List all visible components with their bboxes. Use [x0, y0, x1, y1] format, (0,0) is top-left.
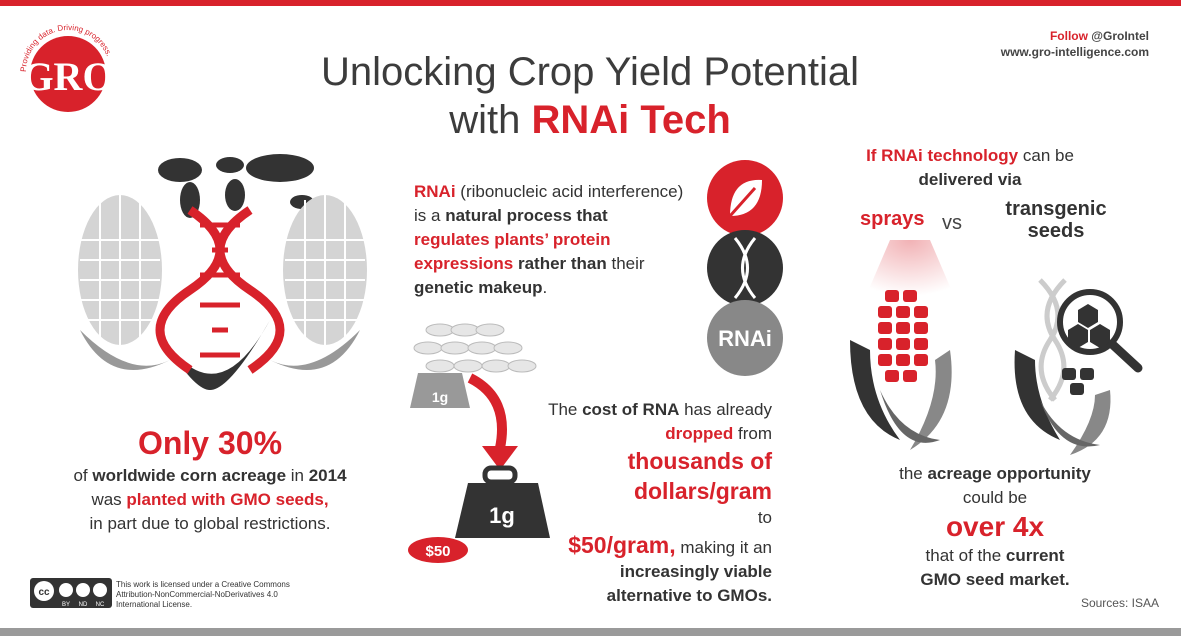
dna-faded-icon: [1038, 278, 1067, 402]
world-map-icon: [158, 154, 314, 218]
follow-handle[interactable]: @GroIntel: [1091, 29, 1149, 43]
follow-block: Follow @GroIntel www.gro-intelligence.co…: [1001, 28, 1149, 60]
title-highlight: RNAi Tech: [531, 98, 731, 142]
svg-text:NC: NC: [96, 602, 105, 608]
svg-text:1g: 1g: [432, 389, 448, 405]
bottom-bar: [0, 628, 1181, 636]
rnai-icon-stack: RNAi: [707, 160, 783, 376]
coin-stack-icon: [413, 323, 537, 373]
svg-text:$50: $50: [425, 543, 450, 560]
rnai-definition: RNAi (ribonucleic acid interference) is …: [414, 182, 684, 297]
acreage-opportunity-text: the acreage opportunity could be over 4x…: [899, 464, 1091, 589]
corn-left-icon: [78, 195, 162, 345]
license-text: This work is licensed under a Creative C…: [116, 580, 290, 609]
delivery-text: If RNAi technology can be delivered via: [866, 146, 1074, 189]
corn-stat-text: of worldwide corn acreage in 2014 was pl…: [73, 466, 347, 533]
sources-note: Sources: ISAA: [1080, 596, 1159, 610]
transgenic-label: transgenic seeds: [1005, 198, 1107, 242]
title-line1: Unlocking Crop Yield Potential: [320, 50, 860, 94]
vs-label: vs: [942, 212, 962, 234]
big-weight-icon: 1g: [455, 465, 550, 538]
price-tag-icon: $50: [408, 537, 468, 563]
spray-vs-seed-illustration: [850, 240, 1143, 455]
title-line2: with: [449, 98, 532, 142]
svg-text:BY: BY: [62, 602, 70, 608]
magnifier-icon: [1057, 289, 1143, 373]
page-title: Unlocking Crop Yield Potential with RNAi…: [230, 48, 950, 144]
spray-corn-icon: [878, 290, 928, 382]
top-accent-bar: [0, 0, 1181, 6]
small-weight-icon: 1g: [410, 373, 470, 408]
sprays-label: sprays: [860, 208, 925, 230]
spray-mist-icon: [860, 240, 960, 310]
arrow-down-icon: [482, 446, 518, 470]
svg-text:cc: cc: [38, 587, 50, 598]
rna-cost-text: The cost of RNA has already dropped from…: [548, 400, 772, 605]
corn-stat: Only 30%: [137, 425, 283, 461]
dna-icon: [733, 237, 757, 299]
website-url[interactable]: www.gro-intelligence.com: [1000, 45, 1149, 59]
cc-license-badge[interactable]: cc BY ND NC: [30, 578, 112, 608]
svg-text:1g: 1g: [489, 503, 515, 528]
svg-text:ND: ND: [79, 602, 88, 608]
dna-helix-icon: [155, 206, 285, 374]
logo-letters: GRO: [22, 54, 113, 99]
rnai-icon-label: RNAi: [718, 326, 772, 351]
corn-dna-illustration: [78, 154, 367, 390]
cost-illustration: 1g 1g $50: [408, 323, 550, 563]
corn-right-icon: [283, 195, 367, 345]
gro-logo: GRO Providing data. Driving progress.: [19, 23, 114, 112]
seed-kernels-icon: [1062, 368, 1094, 395]
follow-label: Follow: [1049, 29, 1088, 43]
